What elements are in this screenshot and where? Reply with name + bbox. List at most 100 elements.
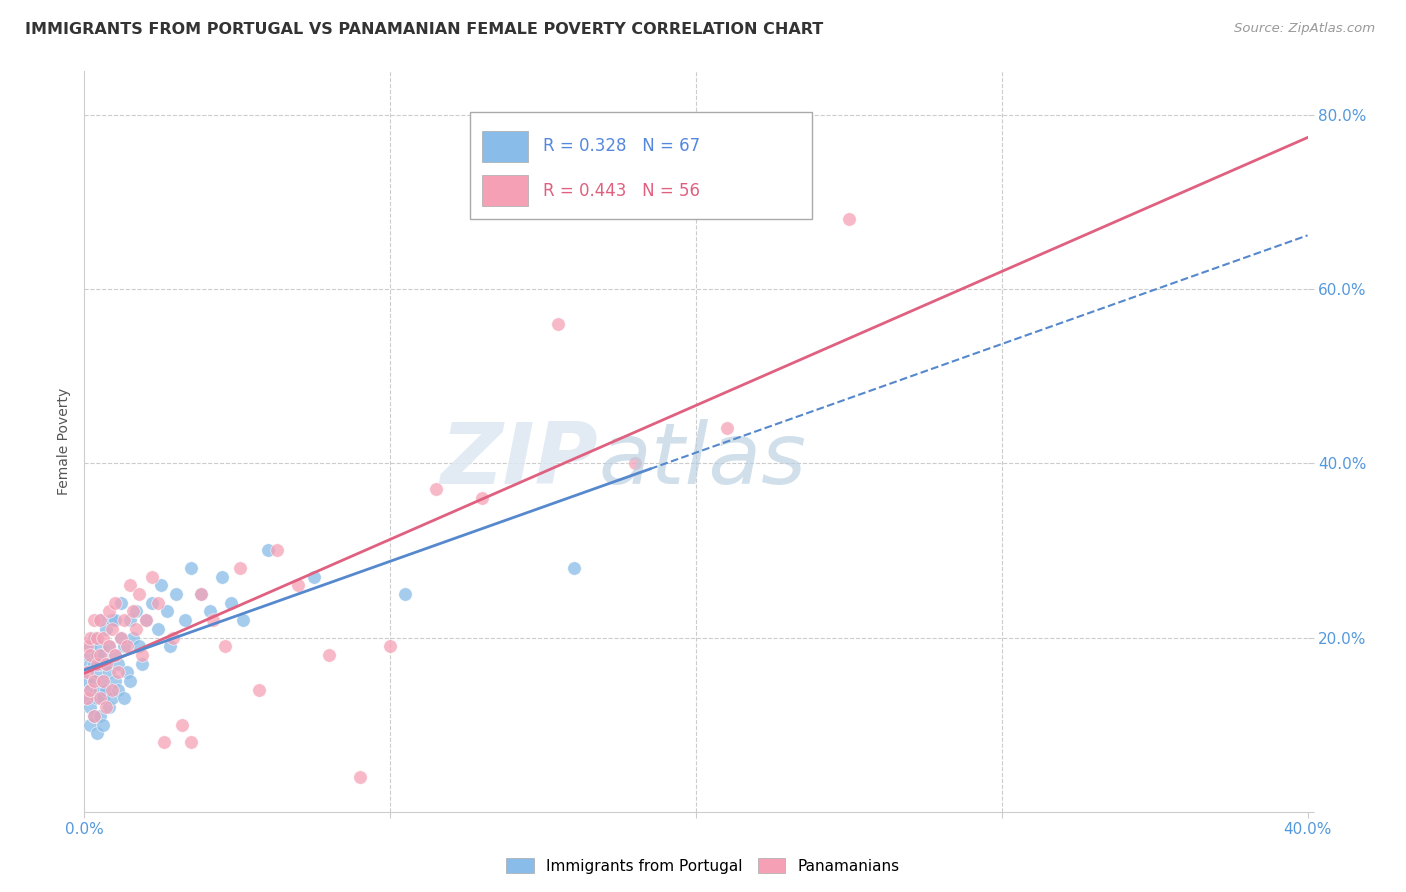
Point <box>394 587 416 601</box>
Point <box>425 483 447 497</box>
Point <box>120 613 142 627</box>
Point <box>86 648 108 662</box>
Point <box>94 700 117 714</box>
Point <box>83 674 105 689</box>
Point <box>131 648 153 662</box>
Point <box>153 735 176 749</box>
Point <box>174 613 197 627</box>
Point <box>89 639 111 653</box>
Point <box>107 665 129 680</box>
Point <box>838 212 860 227</box>
Point <box>79 700 101 714</box>
Point <box>128 639 150 653</box>
Point <box>94 682 117 697</box>
Point <box>79 682 101 697</box>
Point <box>232 613 254 627</box>
Point <box>562 561 585 575</box>
Point <box>97 639 120 653</box>
Point <box>247 682 270 697</box>
Point <box>79 639 101 653</box>
Point <box>120 578 142 592</box>
Point <box>76 691 98 706</box>
Point <box>91 674 114 689</box>
Point <box>101 613 124 627</box>
Point <box>101 682 124 697</box>
Text: Source: ZipAtlas.com: Source: ZipAtlas.com <box>1234 22 1375 36</box>
Point <box>201 613 224 627</box>
Point <box>165 587 187 601</box>
Text: R = 0.328   N = 67: R = 0.328 N = 67 <box>543 137 700 155</box>
Point <box>76 691 98 706</box>
Point <box>89 648 111 662</box>
Point <box>149 578 172 592</box>
Point <box>94 657 117 671</box>
Point <box>349 770 371 784</box>
Point <box>79 631 101 645</box>
FancyBboxPatch shape <box>470 112 813 219</box>
Point <box>141 596 163 610</box>
Point <box>125 622 148 636</box>
Point <box>79 717 101 731</box>
Bar <box>482 130 529 161</box>
Point <box>135 613 157 627</box>
Point <box>76 674 98 689</box>
Point <box>112 639 135 653</box>
Point <box>211 569 233 583</box>
Point <box>97 639 120 653</box>
Point <box>190 587 212 601</box>
Point <box>104 648 127 662</box>
Point <box>76 639 98 653</box>
Point <box>83 613 105 627</box>
Text: ZIP: ZIP <box>440 418 598 501</box>
Point <box>122 631 145 645</box>
Point <box>112 691 135 706</box>
Point <box>219 596 242 610</box>
Point <box>110 631 132 645</box>
Point <box>97 700 120 714</box>
Point <box>86 657 108 671</box>
Point <box>86 665 108 680</box>
Point <box>112 613 135 627</box>
Legend: Immigrants from Portugal, Panamanians: Immigrants from Portugal, Panamanians <box>501 852 905 880</box>
Point <box>146 596 169 610</box>
Point <box>162 631 184 645</box>
Point <box>83 674 105 689</box>
Point <box>79 648 101 662</box>
Point <box>180 735 202 749</box>
Point <box>97 604 120 618</box>
Point <box>141 569 163 583</box>
Point <box>91 674 114 689</box>
Point <box>83 657 105 671</box>
Point <box>83 631 105 645</box>
Point <box>146 622 169 636</box>
Point <box>128 587 150 601</box>
Point <box>380 639 402 653</box>
Point <box>302 569 325 583</box>
Point <box>110 631 132 645</box>
Point <box>110 596 132 610</box>
Point <box>76 665 98 680</box>
Point <box>89 682 111 697</box>
Point <box>120 674 142 689</box>
Point <box>318 648 340 662</box>
Point <box>86 726 108 740</box>
Point <box>115 665 138 680</box>
Point <box>89 613 111 627</box>
Point <box>107 657 129 671</box>
Point <box>91 691 114 706</box>
Point <box>547 317 569 331</box>
Point <box>97 665 120 680</box>
Point <box>79 682 101 697</box>
Point <box>91 717 114 731</box>
Point <box>107 682 129 697</box>
Point <box>172 717 194 731</box>
Point <box>104 648 127 662</box>
Point <box>104 596 127 610</box>
Point <box>89 691 111 706</box>
Point <box>89 657 111 671</box>
Point <box>159 639 181 653</box>
Point <box>131 657 153 671</box>
Point <box>287 578 309 592</box>
Point <box>156 604 179 618</box>
Point <box>83 709 105 723</box>
